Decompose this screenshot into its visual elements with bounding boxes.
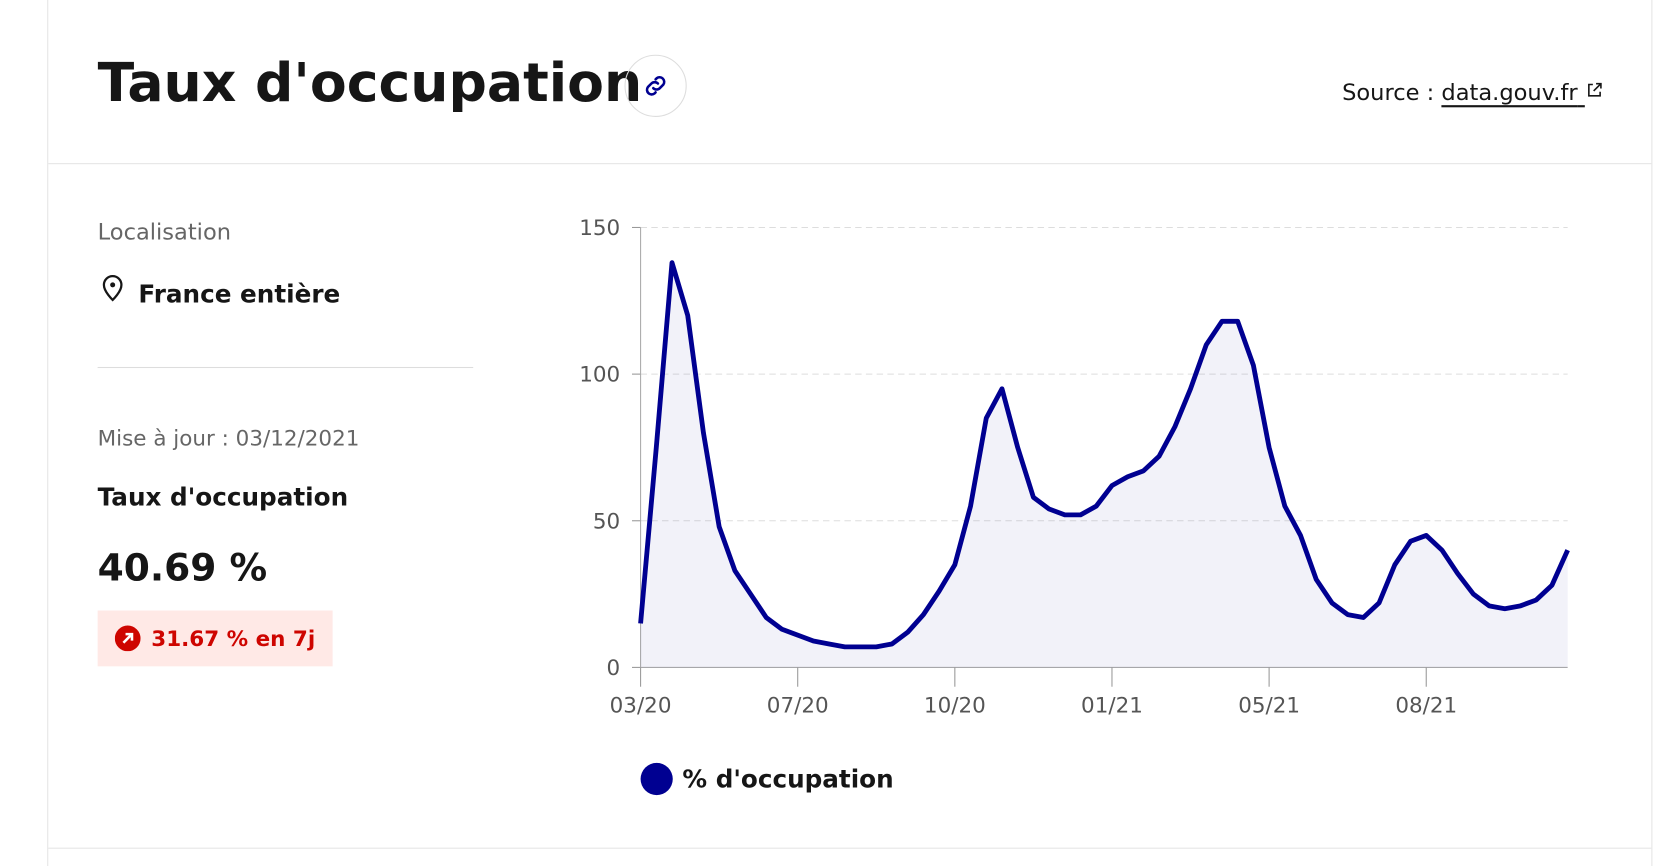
source-link[interactable]: data.gouv.fr	[1441, 79, 1604, 105]
metric-value: 40.69 %	[97, 547, 268, 591]
location-label: Localisation	[97, 218, 232, 245]
change-badge: 31.67 % en 7j	[97, 610, 333, 667]
line	[638, 260, 1570, 650]
area	[640, 262, 1568, 668]
x-tick-label: 01/21	[1081, 693, 1143, 718]
source: Source : data.gouv.fr	[1342, 79, 1604, 105]
metric-label: Taux d'occupation	[97, 483, 349, 512]
source-label: Source :	[1342, 79, 1435, 106]
external-icon	[1588, 82, 1602, 97]
updated: Mise à jour : 03/12/2021	[97, 424, 360, 451]
x-tick-label: 07/20	[767, 693, 829, 718]
copy-link-button[interactable]	[624, 54, 687, 117]
legend-marker	[640, 762, 673, 796]
x-tick-label: 10/20	[924, 693, 986, 718]
legend-label: % d'occupation	[682, 765, 893, 794]
y-tick-label: 50	[593, 509, 620, 534]
sidebar-divider	[97, 366, 474, 369]
location: France entière	[138, 281, 341, 310]
arrow-icon	[114, 625, 141, 652]
x-tick-label: 05/21	[1238, 693, 1300, 718]
divider	[48, 847, 1652, 849]
link-icon	[645, 75, 666, 96]
x-tick-label: 03/20	[610, 693, 672, 718]
title: Taux d'occupation	[97, 51, 643, 114]
y-tick-label: 100	[579, 363, 620, 388]
card: Taux d'occupation Source : data.gouv.fr …	[47, 0, 1653, 866]
y-tick-label: 150	[579, 216, 620, 241]
pin-icon	[102, 275, 123, 302]
change: 31.67 % en 7j	[151, 625, 316, 652]
y-tick-label: 0	[607, 656, 621, 681]
x-tick-label: 08/21	[1395, 693, 1457, 718]
source-link-text: data.gouv.fr	[1441, 79, 1578, 106]
divider	[48, 163, 1652, 165]
